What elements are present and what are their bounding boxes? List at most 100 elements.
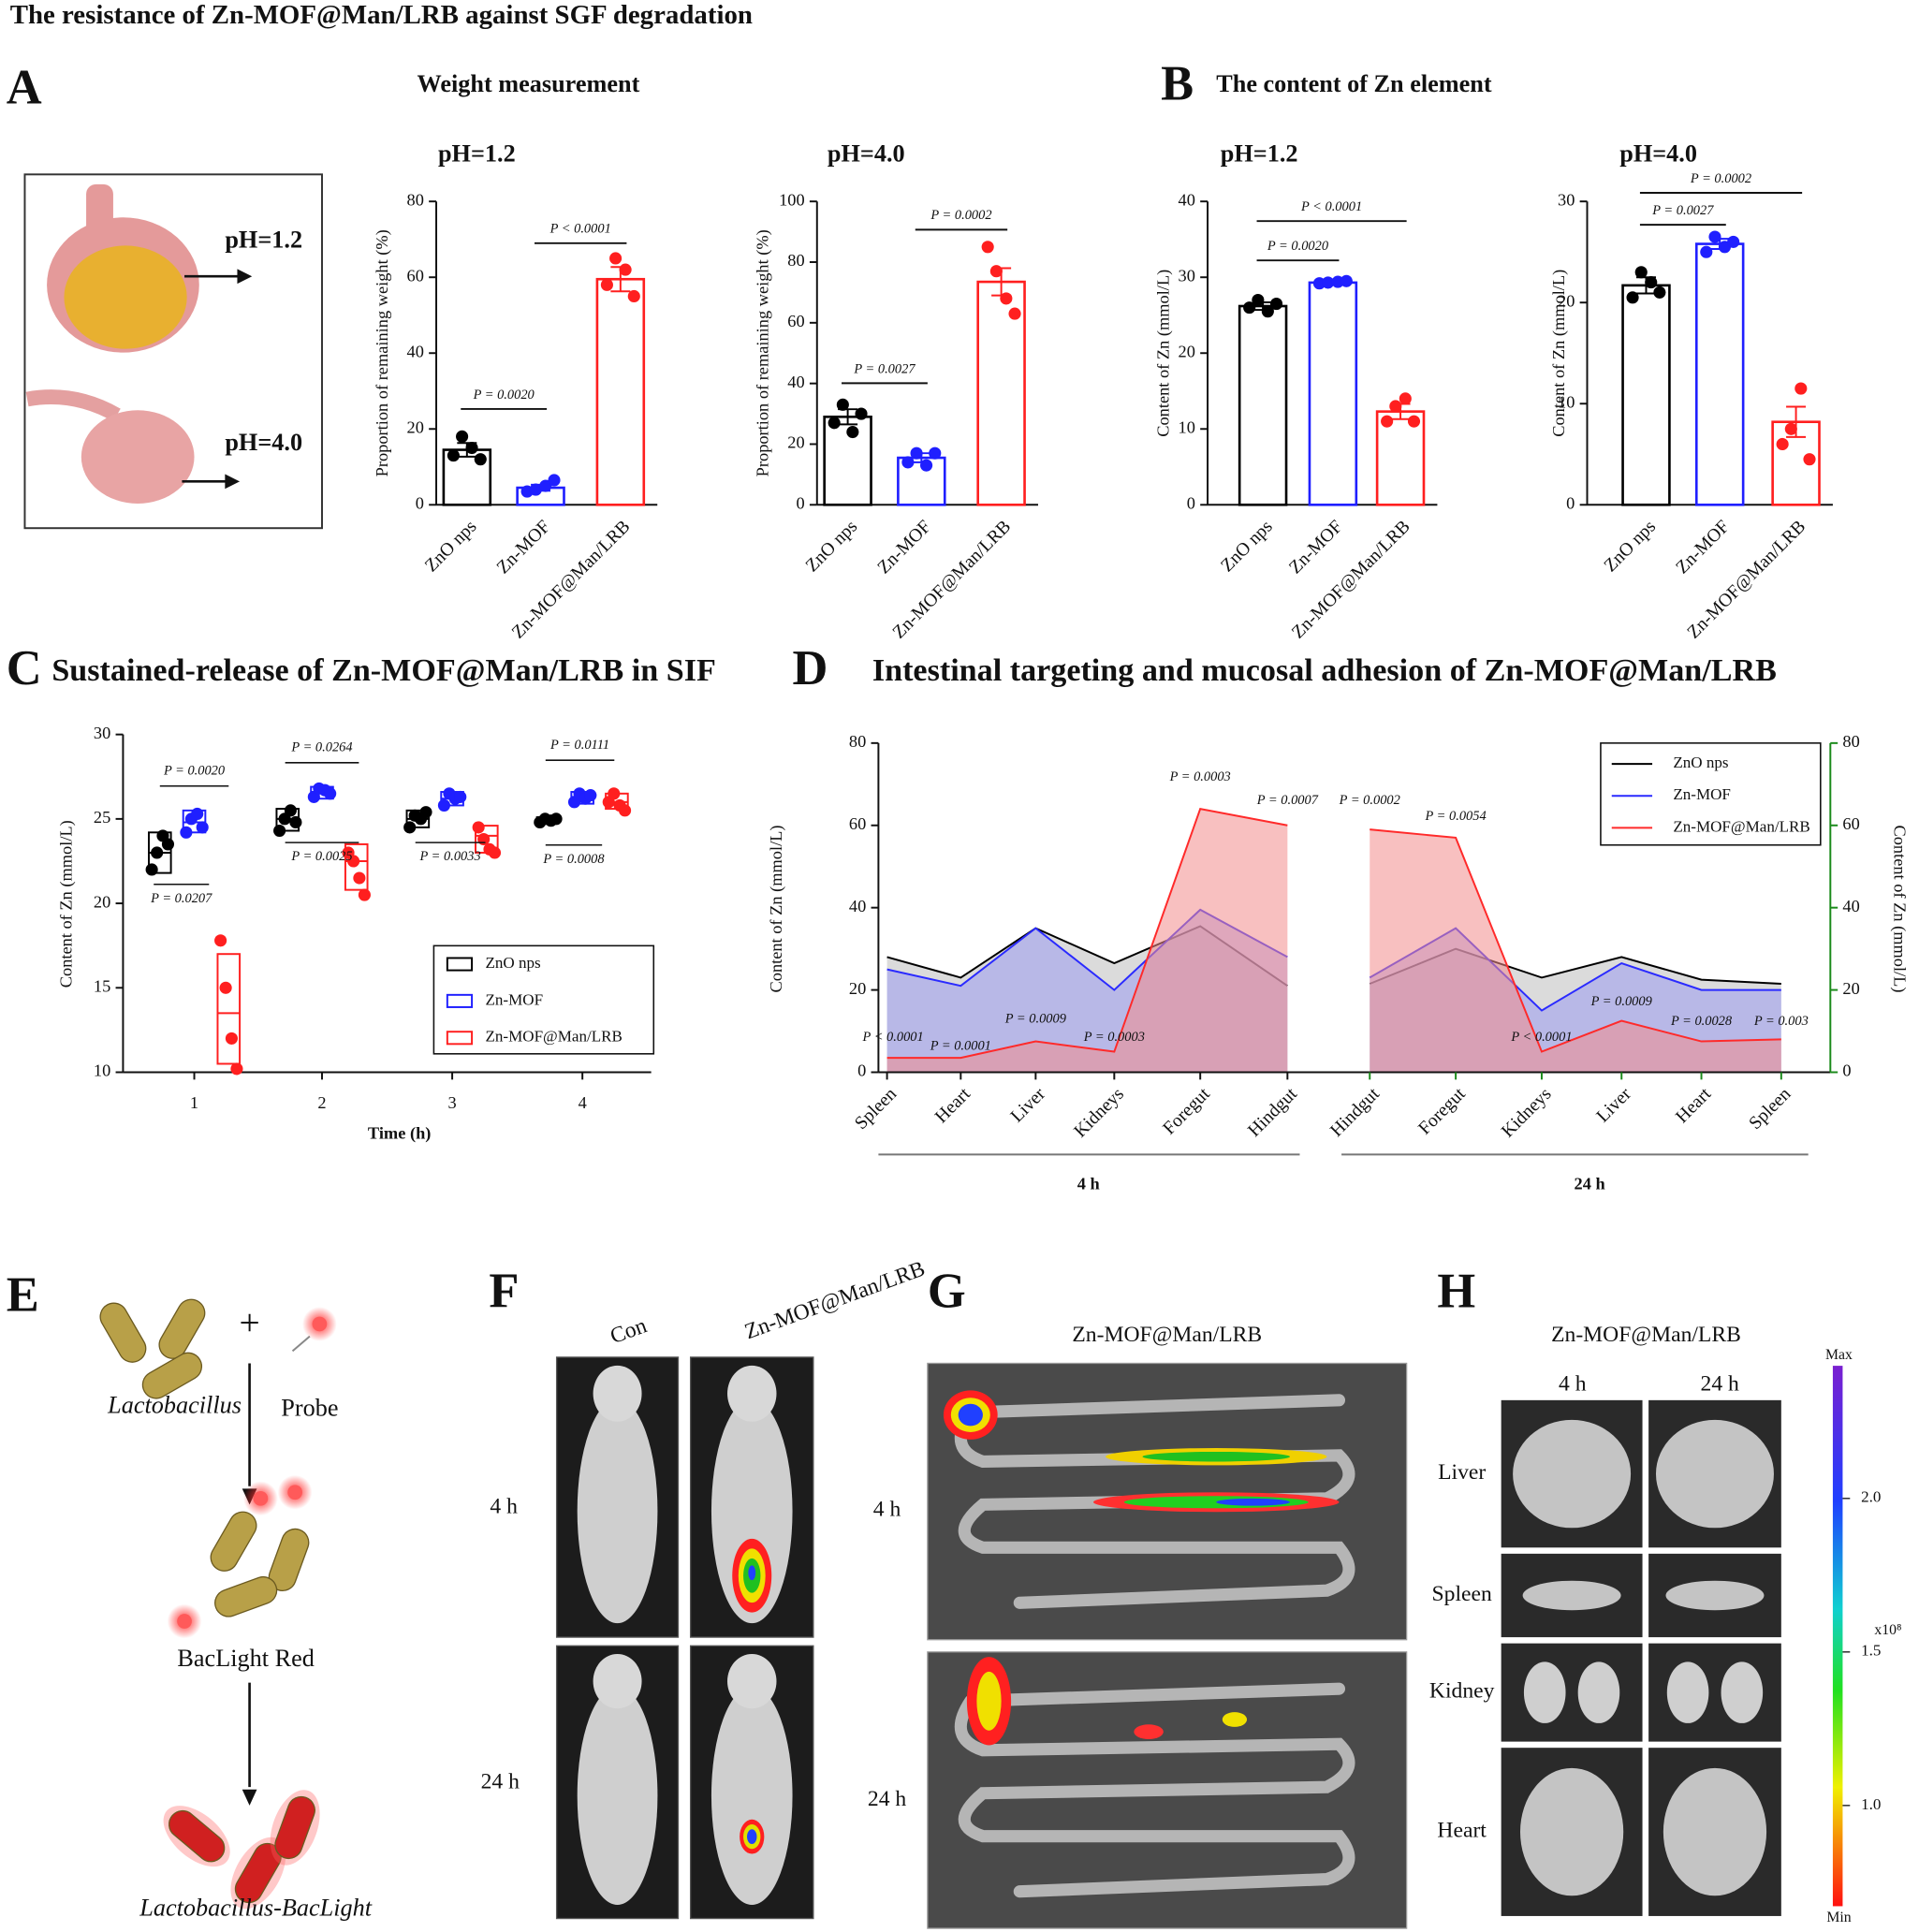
bar xyxy=(1308,281,1358,506)
organ xyxy=(1523,1661,1566,1723)
mouse-head xyxy=(593,1365,642,1422)
y-tick-label: 40 xyxy=(787,373,804,391)
panel-heading: Intestinal targeting and mucosal adhesio… xyxy=(872,653,1777,688)
data-point xyxy=(196,821,209,834)
data-point xyxy=(836,398,849,411)
y-tick-label: 0 xyxy=(1566,494,1575,513)
signal xyxy=(1222,1712,1248,1727)
data-point xyxy=(1784,422,1797,435)
line xyxy=(886,808,1288,1060)
signal xyxy=(746,1829,757,1845)
data-point xyxy=(828,417,841,430)
data-point xyxy=(1626,291,1639,304)
x-tick-label: Kidneys xyxy=(1070,1084,1128,1142)
column-label: Con xyxy=(608,1313,651,1349)
y-axis-label: Proportion of remaining weight (%) xyxy=(754,229,773,476)
x-tick-label: Heart xyxy=(930,1083,974,1127)
y2-tick-label: 40 xyxy=(1842,897,1859,915)
x-tick-label: Hindgut xyxy=(1244,1083,1302,1141)
y-tick-label: 30 xyxy=(94,724,110,742)
caption: BacLight Red xyxy=(177,1645,314,1672)
signal xyxy=(1134,1724,1164,1739)
data-point xyxy=(1634,266,1648,279)
chart-title: pH=4.0 xyxy=(1619,140,1697,168)
y2-tick-label: 0 xyxy=(1842,1061,1851,1080)
data-point xyxy=(627,289,640,303)
organ xyxy=(1577,1661,1620,1723)
colorbar-label: Min xyxy=(1826,1910,1851,1925)
data-point xyxy=(161,838,175,851)
chart-title: pH=1.2 xyxy=(1221,140,1298,168)
mouse-body xyxy=(710,1398,793,1624)
data-point xyxy=(1708,230,1721,243)
colorbar-unit: x10⁸ xyxy=(1874,1622,1901,1638)
panel-heading: Weight measurement xyxy=(417,70,640,97)
data-point xyxy=(437,798,450,812)
data-point xyxy=(284,804,297,817)
p-value: P < 0.0001 xyxy=(1300,199,1362,214)
panel-letter: D xyxy=(793,641,828,695)
data-point xyxy=(456,430,469,443)
p-value: P = 0.0020 xyxy=(1267,239,1329,254)
data-point xyxy=(1322,276,1335,289)
y2-tick-label: 80 xyxy=(1842,732,1859,751)
photo xyxy=(1501,1643,1643,1742)
y-tick-label: 25 xyxy=(94,808,110,827)
y-axis-label: Proportion of remaining weight (%) xyxy=(373,229,392,476)
p-value: P = 0.0207 xyxy=(150,891,212,906)
arrow-head xyxy=(237,269,253,285)
data-point xyxy=(225,1032,238,1045)
x-tick-label: ZnO nps xyxy=(801,516,861,576)
chart-title: pH=1.2 xyxy=(438,140,516,168)
p-value: P = 0.0111 xyxy=(549,738,609,753)
y-tick-label: 15 xyxy=(94,977,110,996)
p-value: P < 0.0001 xyxy=(1510,1030,1572,1045)
data-point xyxy=(219,981,232,994)
legend-label: ZnO nps xyxy=(1673,754,1729,771)
legend-swatch xyxy=(446,957,474,972)
data-point xyxy=(145,863,158,876)
data-point xyxy=(910,446,923,460)
y-tick-label: 20 xyxy=(407,417,424,436)
organ xyxy=(1665,1580,1765,1611)
bacterium xyxy=(234,1842,282,1904)
data-point xyxy=(447,449,460,462)
bar xyxy=(823,415,872,506)
row-label: 4 h xyxy=(873,1497,901,1521)
data-point xyxy=(619,804,632,817)
x-tick-label: 3 xyxy=(447,1093,456,1112)
y-tick-label: 80 xyxy=(787,251,804,270)
p-value: P = 0.0001 xyxy=(930,1038,991,1053)
legend-frame xyxy=(432,944,655,1055)
y-axis-label: Content of Zn (mmol/L) xyxy=(57,820,77,988)
data-point xyxy=(1381,415,1394,428)
colorbar-tick-label: 1.5 xyxy=(1861,1642,1881,1660)
colorbar-tick-label: 1.0 xyxy=(1861,1795,1881,1813)
y2-tick-label: 60 xyxy=(1842,814,1859,833)
area xyxy=(886,809,1288,1073)
x-tick-label: 1 xyxy=(190,1093,198,1112)
y-tick-label: 20 xyxy=(849,979,866,998)
data-point xyxy=(600,278,613,291)
x-tick-label: Zn-MOF xyxy=(1285,516,1347,578)
data-point xyxy=(846,425,859,439)
y-tick-label: 20 xyxy=(787,433,804,452)
legend-swatch xyxy=(446,993,474,1008)
data-point xyxy=(273,824,286,838)
data-point xyxy=(358,888,371,901)
bar xyxy=(1238,304,1288,506)
organ xyxy=(1663,1767,1767,1896)
p-value: P = 0.0027 xyxy=(1651,203,1714,218)
x-tick-label: Spleen xyxy=(1745,1084,1795,1134)
x-tick-label: Foregut xyxy=(1159,1083,1214,1138)
stomach xyxy=(81,410,195,504)
panel-title: Zn-MOF@Man/LRB xyxy=(1551,1323,1741,1347)
row-label: 4 h xyxy=(490,1495,518,1519)
data-point xyxy=(1008,307,1021,320)
panel-heading: Sustained-release of Zn-MOF@Man/LRB in S… xyxy=(51,653,716,688)
organ xyxy=(1655,1419,1774,1529)
x-tick-label: Zn-MOF xyxy=(1672,516,1734,578)
panel-letter: E xyxy=(7,1267,39,1322)
data-point xyxy=(191,807,204,821)
data-point xyxy=(1794,382,1808,395)
